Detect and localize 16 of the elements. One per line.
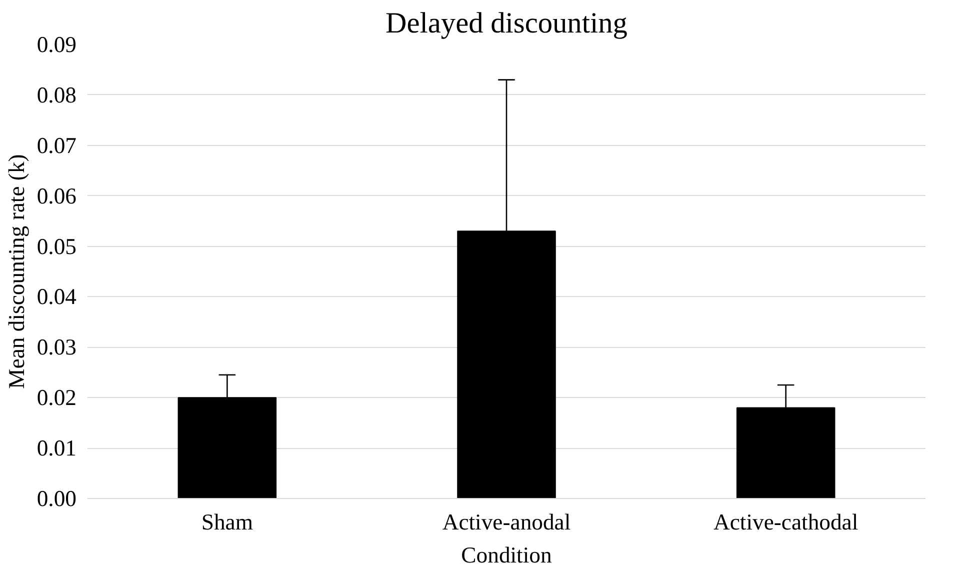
y-tick-label: 0.04 xyxy=(36,284,77,310)
y-tick-label: 0.02 xyxy=(36,385,77,410)
x-tick-label: Active-anodal xyxy=(442,510,571,534)
y-tick-label: 0.06 xyxy=(36,183,77,208)
x-tick-label: Active-cathodal xyxy=(713,510,858,534)
y-tick-label: 0.08 xyxy=(36,82,77,108)
x-axis-title: Condition xyxy=(461,542,552,568)
y-tick-label: 0.05 xyxy=(36,234,77,259)
y-tick-label: 0.03 xyxy=(36,334,77,360)
y-tick-label: 0.09 xyxy=(36,32,77,57)
y-axis-title: Mean discounting rate (k) xyxy=(4,154,29,389)
x-tick-label: Sham xyxy=(201,510,254,534)
chart-title: Delayed discounting xyxy=(386,8,628,40)
y-tick-label: 0.00 xyxy=(36,486,77,511)
y-tick-label: 0.01 xyxy=(36,436,77,461)
y-tick-label: 0.07 xyxy=(36,132,77,158)
